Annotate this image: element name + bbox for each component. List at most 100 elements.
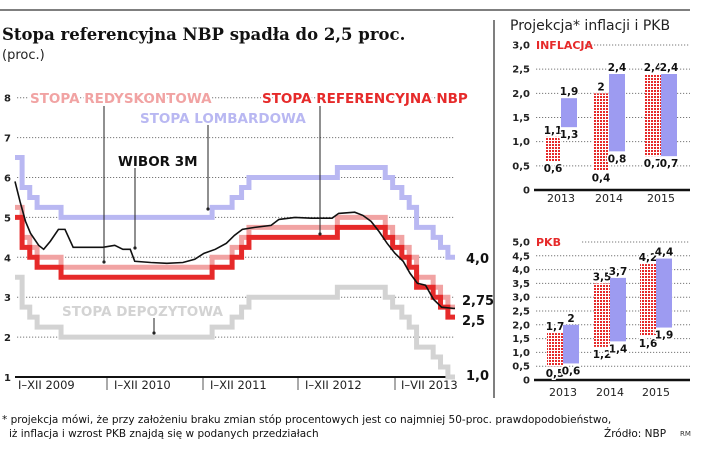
y-tick-label: 1,0 [512, 137, 530, 148]
chart-title: Stopa referencyjna NBP spadła do 2,5 pro… [2, 25, 405, 44]
bar-low-label: 0,5 [546, 368, 565, 380]
panel-label: PKB [536, 236, 561, 249]
y-tick-label: 2,0 [512, 89, 530, 100]
year-label: 2013 [547, 192, 575, 205]
y-tick-label: 5,0 [512, 238, 530, 249]
y-tick-label: 4 [4, 253, 11, 264]
pointer-dot [152, 331, 156, 335]
panel-label: INFLACJA [536, 39, 594, 52]
y-tick-label: 2,0 [512, 320, 530, 331]
range-bar-2014-b [609, 74, 625, 152]
end-value-deposit: 1,0 [466, 369, 489, 384]
range-bar-2015-a [645, 74, 661, 157]
footnote-line-1: * projekcja mówi, że przy założeniu brak… [2, 414, 611, 426]
y-tick-label: 2,5 [512, 307, 530, 318]
series-label-deposit: STOPA DEPOZYTOWA [62, 304, 224, 320]
author-initials: RM [680, 430, 691, 438]
bar-high-label: 1,9 [560, 86, 579, 98]
bar-low-label: 0,8 [608, 153, 627, 165]
y-tick-label: 3,5 [512, 279, 530, 290]
range-bar-2013-a [545, 136, 561, 161]
range-bar-2015-b [656, 258, 672, 328]
bar-high-label: 1,7 [546, 321, 565, 333]
x-tick-label: I–VII 2013 [401, 378, 458, 392]
gdp-chart: 0 0,5 1,0 1,5 2,0 2,5 3,0 3,5 4,0 4,5 5,0 PKB 1,7 0,5… [512, 236, 690, 399]
footnote-line-2: iż inflacja i wzrost PKB znajdą się w po… [9, 428, 319, 440]
year-label: 2015 [647, 192, 675, 205]
series-label-lombard: STOPA LOMBARDOWA [140, 111, 306, 127]
bar-low-label: 0,6 [544, 163, 563, 175]
y-tick-label: 0 [523, 186, 530, 197]
y-tick-label: 2,5 [512, 65, 530, 76]
bar-high-label: 2 [597, 81, 604, 93]
bar-high-label: 4,4 [655, 247, 674, 259]
range-bar-2015-a [640, 264, 656, 336]
y-tick-label: 1 [4, 373, 11, 384]
range-bar-2014-a [594, 283, 610, 347]
year-label: 2014 [596, 386, 624, 399]
end-value-lombard: 4,0 [466, 252, 489, 267]
bar-high-label: 2,4 [660, 62, 679, 74]
bar-low-label: 0,6 [562, 365, 581, 377]
bar-high-label: 2 [567, 313, 574, 325]
year-label: 2013 [549, 386, 577, 399]
chart-subtitle: (proc.) [2, 48, 45, 63]
y-tick-label: 0,5 [512, 362, 530, 373]
series-line-deposit [15, 274, 455, 380]
bar-low-label: 0,7 [644, 158, 663, 170]
source-label: Źródło: NBP [604, 427, 666, 440]
y-tick-label: 8 [4, 94, 11, 105]
bar-low-label: 0,4 [592, 173, 611, 185]
end-value-rediscount: 2,75 [462, 294, 494, 309]
bar-low-label: 1,4 [609, 343, 628, 355]
bar-low-label: 1,6 [639, 338, 658, 350]
range-bar-2014-b [610, 277, 626, 342]
x-tick-label: I–XII 2012 [305, 378, 362, 392]
end-value-reference: 2,5 [462, 314, 485, 329]
series-label-rediscount: STOPA REDYSKONTOWA [30, 91, 212, 107]
inflation-chart: 0 0,5 1,0 1,5 2,0 2,5 3,0 INFLACJA 1,1 0,6 1,9 1,3 2… [512, 39, 690, 205]
bar-low-label: 0,7 [660, 158, 679, 170]
series-line-reference [15, 214, 455, 320]
pointer-dot [133, 246, 137, 250]
bar-high-label: 1,1 [544, 125, 563, 137]
range-bar-2013-b [563, 324, 579, 364]
y-tick-label: 1,5 [512, 113, 530, 124]
range-bar-2013-b [561, 98, 577, 128]
y-tick-label: 6 [4, 174, 11, 185]
bar-high-label: 3,7 [609, 266, 628, 278]
x-tick-label: I–XII 2009 [18, 378, 75, 392]
year-label: 2015 [642, 386, 670, 399]
y-tick-label: 0,5 [512, 161, 530, 172]
range-bar-2014-a [593, 93, 609, 171]
bar-high-label: 4,2 [639, 252, 658, 264]
bar-high-label: 2,4 [644, 62, 663, 74]
range-bar-2015-b [661, 74, 677, 157]
range-bar-2013-a [547, 333, 563, 367]
pointer-dot [102, 260, 106, 264]
y-tick-label: 4,5 [512, 251, 530, 262]
bar-high-label: 2,4 [608, 62, 627, 74]
series-label-wibor: WIBOR 3M [118, 154, 198, 170]
main-rate-chart: 1 2 3 4 5 6 7 8 STOPA LOMBARDOWA STOPA DEPOZYTOWA… [4, 89, 494, 392]
y-tick-label: 3 [4, 293, 11, 304]
year-label: 2014 [595, 192, 623, 205]
bar-low-label: 1,3 [560, 129, 579, 141]
y-tick-label: 7 [4, 134, 11, 145]
y-tick-label: 1,5 [512, 334, 530, 345]
projection-title: Projekcja* inflacji i PKB [510, 18, 670, 34]
pointer-dot [318, 232, 322, 236]
bar-low-label: 1,2 [593, 349, 612, 361]
series-line-lombard [15, 155, 455, 260]
y-tick-label: 5 [4, 213, 11, 224]
y-tick-label: 1,0 [512, 348, 530, 359]
bar-low-label: 1,9 [655, 330, 674, 342]
y-tick-label: 0 [523, 376, 530, 387]
series-label-reference: STOPA REFERENCYJNA NBP [262, 91, 468, 107]
x-tick-label: I–XII 2011 [210, 378, 267, 392]
y-tick-label: 2 [4, 333, 11, 344]
y-tick-label: 3,0 [512, 293, 530, 304]
bar-high-label: 3,5 [593, 271, 612, 283]
series-line-wibor [14, 181, 455, 310]
